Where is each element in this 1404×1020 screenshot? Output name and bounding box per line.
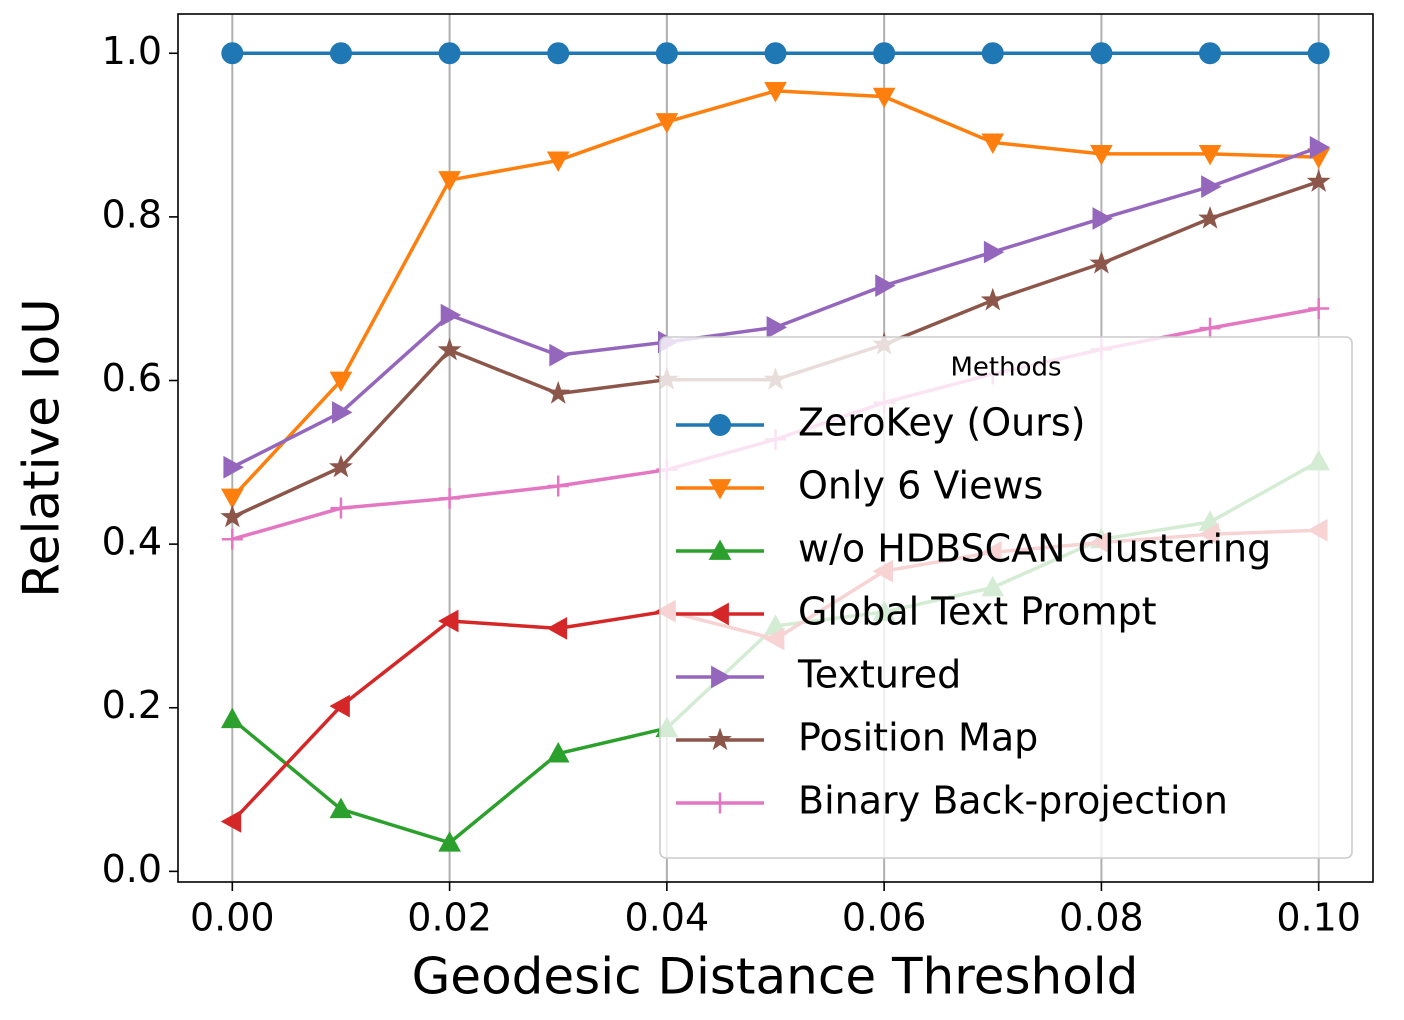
data-point [1199, 42, 1222, 65]
y-tick-label: 1.0 [102, 29, 162, 73]
data-point [440, 303, 462, 327]
data-point [1092, 207, 1113, 230]
data-point [329, 694, 350, 718]
data-point [329, 42, 352, 65]
legend-label: ZeroKey (Ours) [798, 401, 1086, 445]
y-tick-label: 0.2 [102, 683, 162, 727]
x-tick-label: 0.06 [842, 896, 927, 940]
data-point [655, 42, 678, 65]
x-tick-label: 0.10 [1276, 896, 1361, 940]
data-point [1198, 205, 1222, 229]
data-point [980, 287, 1005, 311]
data-point [439, 487, 461, 509]
data-point [329, 371, 353, 393]
data-point [549, 343, 570, 367]
legend-box [659, 336, 1353, 859]
plot-frame [177, 13, 1374, 883]
data-point [873, 42, 896, 65]
data-point [330, 497, 352, 519]
data-point [766, 315, 788, 339]
data-point [221, 528, 243, 550]
data-point [1308, 298, 1330, 320]
x-tick-label: 0.00 [190, 896, 275, 940]
legend-marker [708, 414, 732, 436]
legend-marker [708, 539, 732, 560]
data-point [1198, 144, 1222, 166]
legend-label: w/o HDBSCAN Clustering [798, 527, 1271, 571]
legend-marker [708, 479, 732, 500]
legend: Methods ZeroKey (Ours) Only 6 Views w/o HDB… [659, 336, 1353, 859]
data-point [983, 240, 1005, 264]
legend-marker [708, 602, 729, 626]
legend-title: Methods [950, 353, 1061, 383]
data-point [332, 401, 353, 424]
y-tick-label: 0.6 [102, 356, 162, 400]
y-tick-label: 0.0 [102, 847, 162, 891]
data-point [1306, 169, 1331, 192]
data-point [1307, 42, 1330, 65]
data-point [438, 831, 461, 852]
data-point [547, 42, 570, 65]
data-point [764, 82, 787, 103]
data-point [438, 42, 461, 65]
data-point [220, 488, 244, 510]
data-point [764, 42, 787, 65]
data-point [1199, 317, 1221, 339]
data-point [546, 381, 571, 404]
data-point [438, 171, 461, 192]
data-point [1090, 144, 1113, 166]
y-tick-label: 0.8 [102, 192, 162, 236]
data-point [1309, 136, 1331, 159]
data-point [220, 707, 244, 729]
legend-label: Position Map [798, 716, 1038, 760]
legend-label: Global Text Prompt [798, 590, 1157, 634]
legend-marker [709, 792, 731, 814]
data-point [1090, 42, 1113, 65]
data-point [981, 42, 1004, 65]
data-point [438, 609, 459, 633]
legend-label: Binary Back-projection [798, 779, 1228, 823]
data-point [981, 133, 1005, 154]
data-point [546, 617, 568, 640]
data-point [437, 337, 462, 361]
data-point [546, 742, 570, 763]
data-point [655, 113, 679, 134]
data-point [220, 504, 245, 528]
data-point [872, 87, 896, 109]
x-tick-label: 0.02 [407, 896, 492, 940]
data-point [329, 454, 353, 478]
data-point [221, 42, 244, 65]
data-point [1201, 175, 1222, 198]
data-point [1089, 250, 1114, 274]
x-tick-label: 0.08 [1059, 896, 1144, 940]
y-axis-label: Relative IoU [13, 298, 71, 597]
legend-marker [711, 665, 732, 689]
data-point [329, 797, 353, 819]
x-axis-label: Geodesic Distance Threshold [412, 948, 1139, 1006]
legend-label: Only 6 Views [798, 464, 1043, 508]
legend-marker [708, 727, 732, 751]
y-tick-label: 0.4 [102, 520, 162, 564]
x-tick-label: 0.04 [625, 896, 710, 940]
data-point [547, 475, 569, 497]
data-point [546, 151, 570, 172]
data-point [875, 274, 896, 297]
data-point [220, 810, 242, 833]
legend-label: Textured [797, 653, 961, 697]
data-point [223, 455, 244, 479]
